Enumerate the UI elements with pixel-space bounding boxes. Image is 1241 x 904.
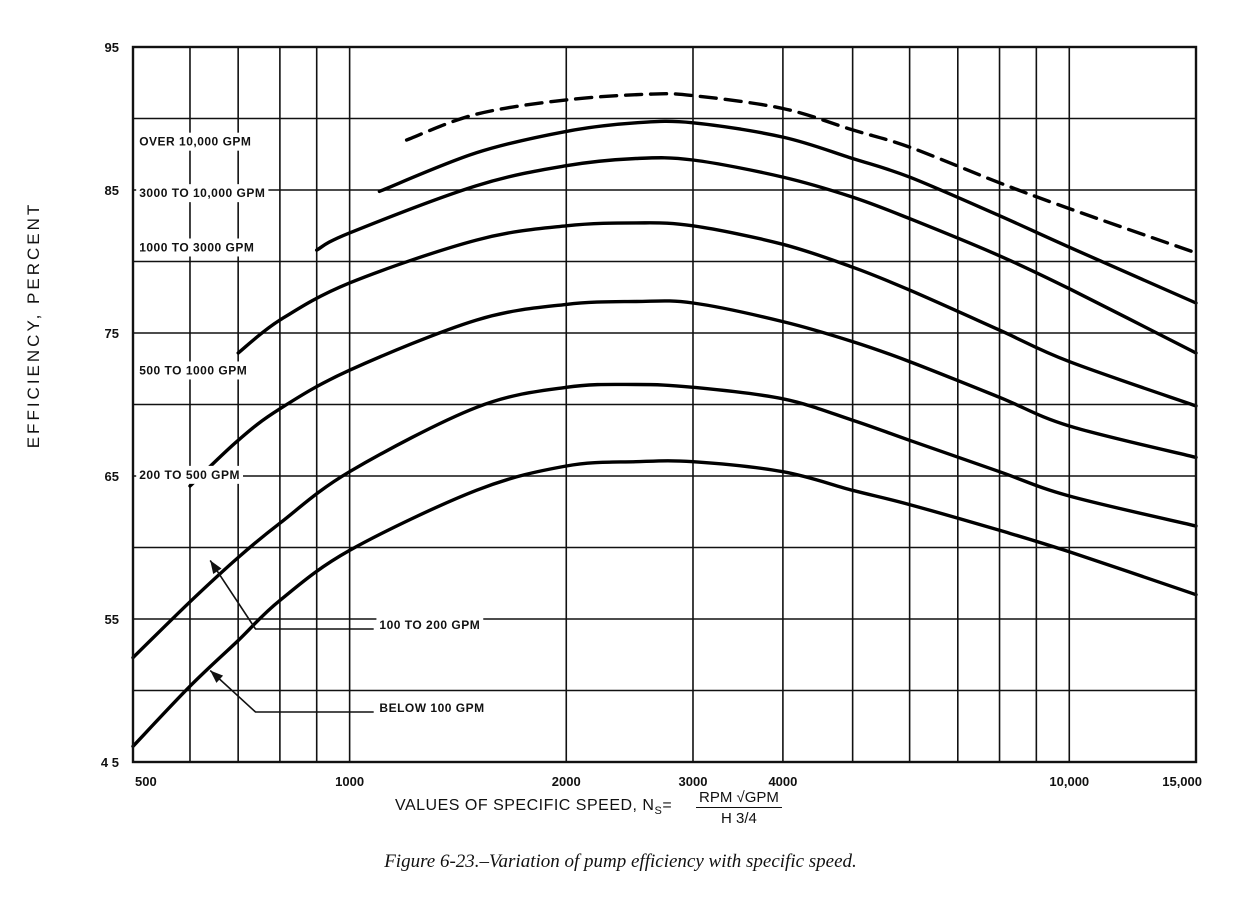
leader-below-100-gpm-arrowhead — [210, 670, 224, 683]
curve-1000-to-3000-gpm — [236, 221, 1198, 408]
x-tick-label: 2000 — [552, 774, 581, 789]
equals-sign: = — [662, 797, 673, 814]
label-group-200-to-500-gpm: 200 TO 500 GPM — [136, 465, 244, 484]
curves — [131, 92, 1198, 748]
x-tick-label: 3000 — [679, 774, 708, 789]
y-tick-label: 55 — [105, 612, 119, 627]
label-background — [376, 616, 484, 635]
formula-fraction: RPM √GPM H 3/4 — [696, 789, 782, 827]
grid — [133, 47, 1196, 762]
label-background — [376, 698, 488, 717]
y-tick-label: 4 5 — [101, 755, 119, 770]
x-tick-label: 500 — [135, 774, 157, 789]
y-tick-label: 95 — [105, 40, 119, 55]
label-group-100-to-200-gpm: 100 TO 200 GPM — [376, 616, 484, 635]
curve-200-to-500-gpm — [131, 382, 1198, 660]
label-group-3000-to-10-000-gpm: 3000 TO 10,000 GPM — [136, 184, 269, 203]
x-tick-label: 10,000 — [1049, 774, 1089, 789]
specific-speed-formula: RPM √GPM H 3/4 — [696, 789, 782, 827]
x-tick-label: 4000 — [768, 774, 797, 789]
x-tick-label: 1000 — [335, 774, 364, 789]
curve-upper-limit-dashed — [404, 92, 1198, 255]
label-group-over-10-000-gpm: OVER 10,000 GPM — [136, 132, 255, 151]
plot-frame — [131, 45, 1198, 764]
leader-lines — [209, 559, 374, 713]
curve-labels: OVER 10,000 GPM 3000 TO 10,000 GPM 1000 TO… — [136, 132, 488, 717]
leader-100-to-200-gpm — [209, 559, 374, 630]
x-tick-label: 15,000 — [1162, 774, 1202, 789]
label-background — [136, 465, 244, 484]
leader-below-100-gpm — [209, 669, 374, 713]
y-tick-label: 75 — [105, 326, 119, 341]
y-tick-label: 65 — [105, 469, 119, 484]
label-group-500-to-1000-gpm: 500 TO 1000 GPM — [136, 361, 251, 380]
formula-numerator: RPM √GPM — [696, 789, 782, 808]
label-background — [136, 184, 269, 203]
figure-caption: Figure 6-23.–Variation of pump efficienc… — [384, 851, 857, 872]
axis-ticks: 500 1000 2000 3000 4000 10,000 15,000 95 85 75 65 5… — [101, 40, 1202, 789]
label-background — [136, 238, 258, 257]
curve-3000-to-10-000-gpm — [315, 156, 1198, 355]
y-axis-label: EFFICIENCY, PERCENT — [24, 201, 43, 449]
curve-label-3000-to-10-000-gpm: 3000 TO 10,000 GPM — [139, 186, 265, 200]
curve-label-over-10-000-gpm: OVER 10,000 GPM — [139, 135, 251, 149]
curve-label-200-to-500-gpm: 200 TO 500 GPM — [139, 468, 240, 482]
curve-label-1000-to-3000-gpm: 1000 TO 3000 GPM — [139, 240, 254, 254]
label-group-below-100-gpm: BELOW 100 GPM — [376, 698, 488, 717]
label-background — [136, 361, 251, 380]
curve-label-below-100-gpm: BELOW 100 GPM — [379, 701, 484, 715]
label-group-1000-to-3000-gpm: 1000 TO 3000 GPM — [136, 238, 258, 257]
curve-label-500-to-1000-gpm: 500 TO 1000 GPM — [139, 363, 247, 377]
formula-denominator: H 3/4 — [721, 810, 757, 827]
x-axis-label-text: VALUES OF SPECIFIC SPEED, N — [395, 797, 655, 814]
label-background — [136, 132, 255, 151]
leader-100-to-200-gpm-arrowhead — [210, 560, 222, 574]
x-axis-label: VALUES OF SPECIFIC SPEED, NS= — [395, 797, 672, 817]
curve-label-100-to-200-gpm: 100 TO 200 GPM — [379, 618, 480, 632]
x-axis-label-subscript: S — [654, 805, 663, 818]
y-tick-label: 85 — [105, 183, 119, 198]
curve-over-10-000-gpm — [377, 119, 1198, 305]
curve-500-to-1000-gpm — [188, 299, 1198, 488]
